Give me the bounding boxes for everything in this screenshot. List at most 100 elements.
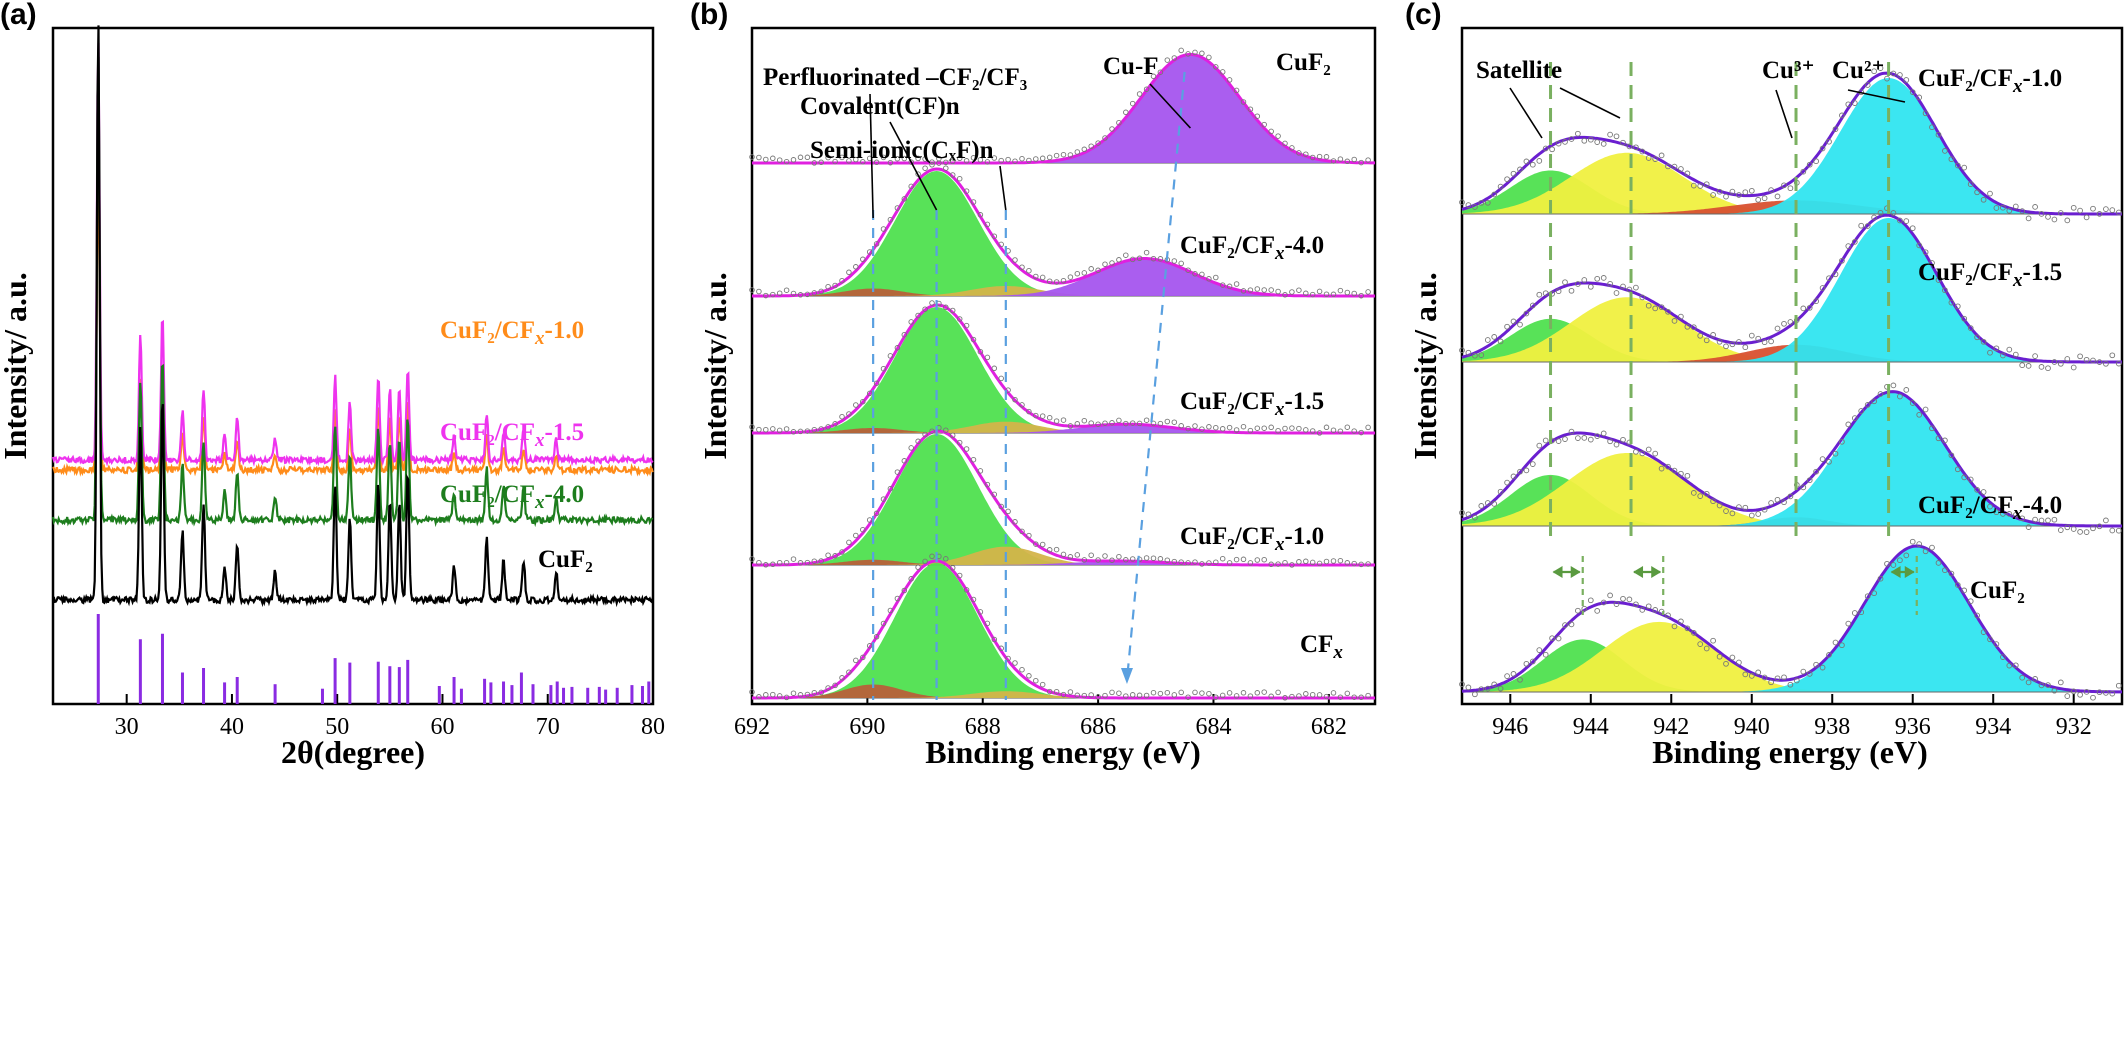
raw-data-point	[1871, 68, 1877, 75]
raw-data-point	[1178, 47, 1184, 54]
raw-data-point	[991, 155, 998, 161]
raw-data-point	[2025, 679, 2032, 686]
series-label: CuF₂/CFx-1.0	[1180, 523, 1324, 555]
raw-data-point	[880, 226, 887, 232]
raw-data-point	[1136, 420, 1143, 427]
raw-data-point	[1095, 267, 1101, 274]
raw-data-point	[1129, 100, 1136, 107]
raw-data-point	[1690, 182, 1697, 189]
raw-data-point	[1839, 438, 1845, 445]
raw-data-point	[1491, 191, 1498, 198]
raw-data-point	[1645, 155, 1652, 161]
raw-data-point	[1980, 196, 1987, 203]
raw-data-point	[1736, 192, 1742, 198]
raw-data-point	[825, 552, 831, 558]
raw-data-point	[1233, 281, 1240, 287]
raw-data-point	[1081, 557, 1088, 563]
raw-data-point	[832, 682, 838, 689]
raw-data-point	[1903, 77, 1910, 83]
raw-data-point	[756, 154, 762, 161]
fitted-component	[752, 288, 1375, 296]
x-tick-label: 686	[1080, 714, 1116, 740]
raw-data-point	[1781, 320, 1787, 327]
raw-data-point	[1575, 281, 1581, 287]
raw-data-point	[825, 424, 831, 430]
raw-data-point	[2070, 688, 2077, 695]
raw-data-point	[1095, 557, 1101, 563]
raw-data-point	[1819, 664, 1826, 671]
raw-data-point	[1684, 170, 1691, 177]
raw-data-point	[1774, 325, 1781, 332]
raw-data-point	[908, 319, 914, 325]
x-tick-label: 946	[1492, 714, 1528, 740]
raw-data-point	[1620, 139, 1626, 146]
raw-data-point	[1523, 467, 1530, 474]
raw-data-point	[1309, 154, 1316, 161]
raw-data-point	[1303, 290, 1309, 297]
panel-b-series	[749, 47, 1375, 701]
raw-data-point	[1536, 158, 1543, 164]
raw-data-point	[1178, 423, 1184, 429]
raw-data-point	[1026, 408, 1032, 415]
raw-data-point	[1974, 612, 1980, 619]
raw-data-point	[1116, 257, 1122, 263]
envelope-fit-line	[752, 559, 1375, 700]
annotation-label: Satellite	[1476, 57, 1562, 84]
raw-data-point	[2077, 207, 2083, 214]
raw-data-point	[1774, 496, 1781, 503]
raw-data-point	[1587, 436, 1594, 443]
raw-data-point	[880, 154, 887, 161]
raw-data-point	[929, 300, 935, 306]
raw-data-point	[1813, 468, 1819, 475]
raw-data-point	[1723, 343, 1729, 350]
raw-data-point	[1213, 424, 1219, 431]
raw-data-point	[2103, 360, 2109, 367]
raw-data-point	[998, 503, 1004, 510]
raw-data-point	[1916, 411, 1923, 418]
fitted-component	[752, 561, 1375, 565]
raw-data-point	[2115, 360, 2122, 367]
raw-data-point	[943, 427, 949, 433]
raw-data-point	[2057, 679, 2064, 686]
raw-data-point	[1459, 509, 1465, 516]
panel-c-shift-arrows	[1552, 556, 1918, 615]
annotation-label: Perfluorinated –CF₂/CF₃	[763, 64, 1027, 91]
panel-c-x-axis-title: Binding energy (eV)	[1652, 734, 1928, 770]
raw-data-point	[1980, 489, 1987, 495]
raw-data-point	[915, 155, 921, 162]
raw-data-point	[1594, 139, 1601, 145]
raw-data-point	[1961, 315, 1968, 322]
raw-data-point	[749, 287, 755, 293]
raw-data-point	[887, 607, 894, 614]
raw-data-point	[1185, 560, 1191, 566]
raw-data-point	[1523, 158, 1530, 165]
raw-data-point	[1219, 69, 1226, 75]
raw-data-point	[1497, 685, 1504, 692]
raw-data-point	[2045, 365, 2051, 372]
raw-data-point	[908, 445, 914, 451]
raw-data-point	[797, 292, 804, 298]
raw-data-point	[1365, 424, 1371, 431]
raw-data-point	[776, 693, 783, 699]
xrd-series-line	[52, 157, 654, 477]
raw-data-point	[1716, 188, 1723, 195]
raw-data-point	[1233, 87, 1240, 94]
raw-data-point	[1839, 112, 1845, 119]
fitted-component	[752, 563, 1375, 698]
raw-data-point	[1800, 305, 1807, 312]
raw-data-point	[1948, 299, 1955, 306]
raw-data-point	[991, 365, 998, 372]
raw-data-point	[1568, 621, 1575, 628]
panel-b-series-labels: CuF₂ CuF₂/CFx-4.0 CuF₂/CFx-1.5 CuF₂/CFx-1.0…	[1180, 49, 1343, 663]
panel-a-reference-sticks	[96, 614, 651, 704]
raw-data-point	[1542, 145, 1549, 152]
raw-data-point	[1581, 137, 1588, 144]
raw-data-point	[1067, 274, 1074, 280]
xrd-series-line	[51, 42, 654, 467]
raw-data-point	[1645, 302, 1652, 309]
raw-data-point	[749, 689, 755, 695]
raw-data-point	[1053, 688, 1060, 695]
raw-data-point	[1961, 164, 1968, 171]
raw-data-point	[1330, 690, 1337, 696]
